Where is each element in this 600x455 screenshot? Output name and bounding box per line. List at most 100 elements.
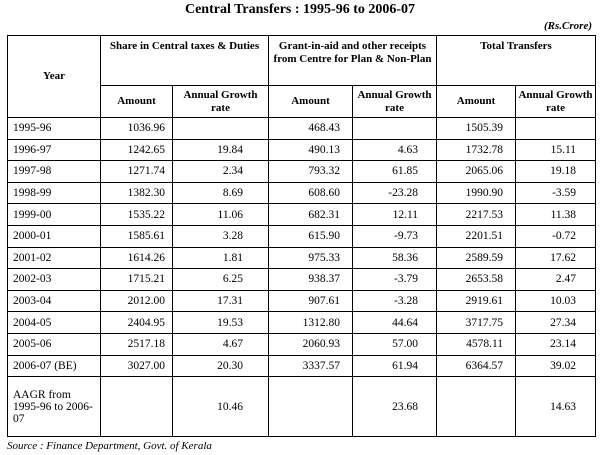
value-cell: 938.37	[268, 268, 353, 291]
value-cell: 39.02	[515, 354, 597, 378]
value-cell: 2404.95	[100, 311, 173, 334]
value-cell: 10.03	[515, 289, 597, 313]
value-cell: 1585.61	[100, 224, 173, 248]
table-row: 1997-98 1271.74 2.34 793.32 61.85 2065.06 19.1…	[7, 160, 597, 183]
value-cell: 682.31	[268, 203, 353, 226]
value-cell: 3027.00	[100, 354, 173, 378]
column-header: Annual Growth rate	[515, 85, 597, 118]
year-cell: 2006-07 (BE)	[7, 354, 101, 378]
group-header: Share in Central taxes & Duties	[100, 35, 269, 86]
value-cell: 1382.30	[100, 181, 173, 205]
value-cell	[100, 376, 173, 438]
value-cell: 608.60	[268, 181, 353, 205]
table-row: 2003-04 2012.00 17.31 907.61 -3.28 2919.61 10.…	[7, 289, 597, 313]
value-cell: 15.11	[515, 138, 597, 162]
value-cell: -9.73	[351, 224, 438, 248]
column-header: Amount	[268, 85, 353, 118]
year-cell: 2003-04	[7, 289, 101, 313]
value-cell: 23.68	[351, 376, 438, 438]
value-cell: 11.38	[515, 203, 597, 226]
year-cell: 2002-03	[7, 268, 101, 291]
value-cell: 1505.39	[436, 117, 517, 140]
header-row: Year Share in Central taxes & Duties Grant…	[7, 35, 597, 118]
value-cell	[351, 117, 438, 140]
value-cell: 2201.51	[436, 224, 517, 248]
value-cell: 6364.57	[436, 354, 517, 378]
value-cell: 2589.59	[436, 246, 517, 270]
year-cell: 2004-05	[7, 311, 101, 334]
subheader-row: Amount Annual Growth rate Amount Annual Gro…	[8, 85, 597, 118]
value-cell: 2.34	[172, 160, 269, 183]
value-cell: 19.53	[172, 311, 269, 334]
value-cell: 2919.61	[436, 289, 517, 313]
year-header: Year	[7, 35, 101, 118]
table-row: 2001-02 1614.26 1.81 975.33 58.36 2589.59 17.6…	[7, 246, 597, 270]
value-cell: 3337.57	[268, 354, 353, 378]
year-cell: 1998-99	[7, 181, 101, 205]
value-cell	[172, 117, 269, 140]
value-cell: 793.32	[268, 160, 353, 183]
value-cell: -23.28	[351, 181, 438, 205]
year-cell: 1999-00	[7, 203, 101, 226]
value-cell: 19.84	[172, 138, 269, 162]
value-cell: 2217.53	[436, 203, 517, 226]
table-row: 1998-99 1382.30 8.69 608.60 -23.28 1990.90 -3.…	[7, 181, 597, 205]
table-row: 1995-96 1036.96 468.43 1505.39	[7, 117, 597, 140]
value-cell: -3.28	[351, 289, 438, 313]
value-cell: 907.61	[268, 289, 353, 313]
value-cell: 2.47	[515, 268, 597, 291]
value-cell: -3.59	[515, 181, 597, 205]
table-row: 2002-03 1715.21 6.25 938.37 -3.79 2653.58 2.47	[7, 268, 597, 291]
year-cell: 2001-02	[7, 246, 101, 270]
value-cell	[436, 376, 517, 438]
value-cell: 4.67	[172, 332, 269, 356]
value-cell: 1312.80	[268, 311, 353, 334]
table-row: 1999-00 1535.22 11.06 682.31 12.11 2217.53 11.…	[7, 203, 597, 226]
value-cell: 17.31	[172, 289, 269, 313]
year-cell: 2000-01	[7, 224, 101, 248]
value-cell: 1990.90	[436, 181, 517, 205]
year-cell: AAGR from 1995-96 to 2006-07	[7, 376, 101, 438]
value-cell: -3.79	[351, 268, 438, 291]
value-cell: 3.28	[172, 224, 269, 248]
year-cell: 2005-06	[7, 332, 101, 356]
value-cell	[268, 376, 353, 438]
title: Central Transfers : 1995-96 to 2006-07	[184, 2, 416, 17]
year-cell: 1996-97	[7, 138, 101, 162]
value-cell: 27.34	[515, 311, 597, 334]
value-cell: 4.63	[351, 138, 438, 162]
value-cell: 2517.18	[100, 332, 173, 356]
value-cell: 1242.65	[100, 138, 173, 162]
year-cell: 1997-98	[7, 160, 101, 183]
value-cell: 57.00	[351, 332, 438, 356]
column-header: Annual Growth rate	[351, 85, 438, 118]
table-row: 2005-06 2517.18 4.67 2060.93 57.00 4578.11 23.…	[7, 332, 597, 356]
value-cell: 2012.00	[100, 289, 173, 313]
table-row: 2000-01 1585.61 3.28 615.90 -9.73 2201.51 -0.7…	[7, 224, 597, 248]
value-cell	[515, 117, 597, 140]
column-header: Amount	[436, 85, 517, 118]
value-cell: 975.33	[268, 246, 353, 270]
value-cell: 490.13	[268, 138, 353, 162]
value-cell: 615.90	[268, 224, 353, 248]
column-header: Amount	[100, 85, 173, 118]
table-row: 1996-97 1242.65 19.84 490.13 4.63 1732.78 15.1…	[7, 138, 597, 162]
value-cell: 11.06	[172, 203, 269, 226]
value-cell: 17.62	[515, 246, 597, 270]
table-row: AAGR from 1995-96 to 2006-07 10.46 23.68 14…	[7, 376, 597, 438]
value-cell: 23.14	[515, 332, 597, 356]
column-header: Annual Growth rate	[172, 85, 269, 118]
unit-note: (Rs.Crore)	[544, 20, 592, 32]
value-cell: 61.85	[351, 160, 438, 183]
value-cell: 2060.93	[268, 332, 353, 356]
value-cell: 1715.21	[100, 268, 173, 291]
value-cell: 1271.74	[100, 160, 173, 183]
value-cell: 1036.96	[100, 117, 173, 140]
group-header: Total Transfers	[436, 35, 597, 86]
value-cell: 1.81	[172, 246, 269, 270]
source-note: Source : Finance Department, Govt. of Ke…	[7, 440, 212, 452]
value-cell: 3717.75	[436, 311, 517, 334]
value-cell: 468.43	[268, 117, 353, 140]
value-cell: 61.94	[351, 354, 438, 378]
